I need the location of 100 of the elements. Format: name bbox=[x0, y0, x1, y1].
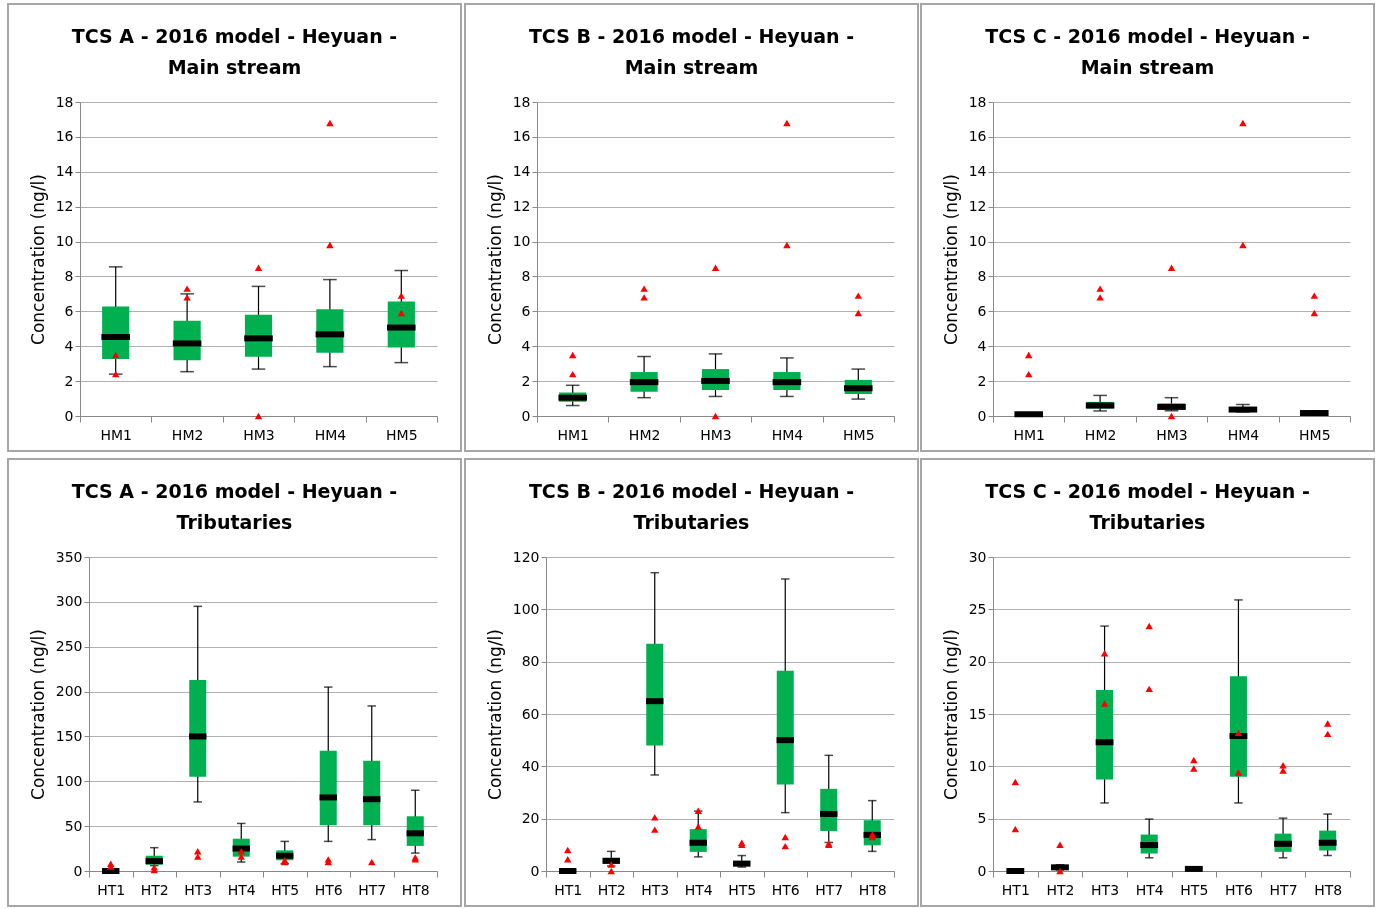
x-tick-label: HT1 bbox=[97, 881, 126, 898]
y-axis-title: Concentration (ng/l) bbox=[484, 629, 505, 800]
x-tick-label: HM1 bbox=[557, 426, 589, 443]
x-tick-label: HT7 bbox=[358, 881, 387, 898]
y-tick-label: 0 bbox=[977, 862, 987, 879]
x-tick-label: HM5 bbox=[1299, 426, 1331, 443]
y-tick-label: 5 bbox=[977, 810, 987, 827]
y-tick-label: 14 bbox=[968, 163, 987, 180]
y-tick-label: 8 bbox=[977, 267, 987, 284]
x-tick-label: HT5 bbox=[1180, 881, 1209, 898]
y-axis-title: Concentration (ng/l) bbox=[27, 174, 48, 345]
y-tick-label: 10 bbox=[55, 233, 74, 250]
y-tick-label: 8 bbox=[521, 267, 531, 284]
y-tick-label: 16 bbox=[968, 128, 987, 145]
x-tick-label: HM1 bbox=[100, 426, 132, 443]
x-tick-label: HT2 bbox=[597, 881, 626, 898]
y-tick-label: 120 bbox=[512, 548, 540, 565]
x-tick-label: HT4 bbox=[1135, 881, 1164, 898]
x-tick-label: HT8 bbox=[401, 881, 430, 898]
y-tick-label: 25 bbox=[968, 600, 987, 617]
y-tick-label: 2 bbox=[521, 372, 531, 389]
chart-title: TCS A - 2016 model - Heyuan - Main stream bbox=[70, 24, 399, 80]
y-tick-label: 10 bbox=[968, 757, 987, 774]
y-tick-label: 10 bbox=[968, 233, 987, 250]
y-tick-label: 18 bbox=[55, 93, 74, 110]
x-tick-label: HT1 bbox=[554, 881, 583, 898]
y-tick-label: 6 bbox=[521, 302, 531, 319]
y-tick-label: 16 bbox=[55, 128, 74, 145]
x-tick-label: HT2 bbox=[1046, 881, 1075, 898]
x-tick-label: HT8 bbox=[1314, 881, 1343, 898]
x-tick-label: HM2 bbox=[628, 426, 661, 443]
y-axis-title: Concentration (ng/l) bbox=[484, 174, 505, 345]
x-tick-label: HT3 bbox=[641, 881, 670, 898]
y-tick-label: 8 bbox=[64, 267, 74, 284]
x-tick-label: HT8 bbox=[858, 881, 887, 898]
y-tick-label: 4 bbox=[977, 337, 987, 354]
x-tick-label: HM4 bbox=[771, 426, 804, 443]
y-tick-label: 14 bbox=[55, 163, 74, 180]
chart-title: TCS C - 2016 model - Heyuan - Tributaries bbox=[984, 479, 1311, 535]
y-tick-label: 12 bbox=[55, 198, 74, 215]
y-tick-label: 100 bbox=[55, 772, 83, 789]
x-tick-label: HT3 bbox=[184, 881, 213, 898]
y-tick-label: 6 bbox=[977, 302, 987, 319]
y-tick-label: 80 bbox=[521, 653, 540, 670]
x-tick-label: HM1 bbox=[1013, 426, 1045, 443]
x-tick-label: HM3 bbox=[700, 426, 732, 443]
x-tick-label: HT5 bbox=[728, 881, 757, 898]
y-tick-label: 20 bbox=[968, 653, 987, 670]
y-tick-label: 350 bbox=[55, 548, 83, 565]
y-tick-label: 300 bbox=[55, 593, 83, 610]
y-tick-label: 10 bbox=[512, 233, 531, 250]
x-tick-label: HT4 bbox=[684, 881, 713, 898]
x-tick-label: HT1 bbox=[1001, 881, 1030, 898]
y-tick-label: 100 bbox=[512, 600, 540, 617]
x-tick-label: HT6 bbox=[771, 881, 800, 898]
x-tick-label: HT6 bbox=[1224, 881, 1254, 898]
x-tick-label: HM5 bbox=[386, 426, 418, 443]
x-tick-label: HM5 bbox=[843, 426, 875, 443]
y-tick-label: 18 bbox=[512, 93, 531, 110]
x-tick-label: HT4 bbox=[227, 881, 256, 898]
x-tick-label: HT7 bbox=[1269, 881, 1298, 898]
y-tick-label: 2 bbox=[977, 372, 987, 389]
x-tick-label: HT3 bbox=[1091, 881, 1120, 898]
y-tick-label: 12 bbox=[968, 198, 987, 215]
x-tick-label: HT6 bbox=[314, 881, 343, 898]
y-tick-label: 4 bbox=[521, 337, 531, 354]
y-tick-label: 50 bbox=[64, 817, 83, 834]
y-tick-label: 15 bbox=[968, 705, 987, 722]
x-tick-label: HM4 bbox=[314, 426, 347, 443]
x-tick-label: HM3 bbox=[1156, 426, 1188, 443]
chart-title: TCS B - 2016 model - Heyuan - Tributaries bbox=[527, 479, 856, 535]
y-axis-title: Concentration (ng/l) bbox=[940, 629, 961, 800]
y-tick-label: 0 bbox=[977, 407, 987, 424]
y-tick-label: 200 bbox=[55, 683, 83, 700]
y-tick-label: 0 bbox=[530, 862, 540, 879]
chart-title: TCS B - 2016 model - Heyuan - Main stream bbox=[527, 24, 856, 80]
y-tick-label: 0 bbox=[521, 407, 531, 424]
y-tick-label: 0 bbox=[73, 862, 83, 879]
x-tick-label: HM2 bbox=[1084, 426, 1117, 443]
y-tick-label: 250 bbox=[55, 638, 83, 655]
x-tick-label: HM4 bbox=[1227, 426, 1260, 443]
y-tick-label: 40 bbox=[521, 757, 540, 774]
x-tick-label: HM3 bbox=[243, 426, 275, 443]
y-tick-label: 6 bbox=[64, 302, 74, 319]
y-axis-title: Concentration (ng/l) bbox=[940, 174, 961, 345]
y-tick-label: 2 bbox=[64, 372, 74, 389]
y-tick-label: 20 bbox=[521, 810, 540, 827]
x-tick-label: HT5 bbox=[271, 881, 300, 898]
x-tick-label: HM2 bbox=[171, 426, 204, 443]
y-tick-label: 14 bbox=[512, 163, 531, 180]
x-tick-label: HT2 bbox=[140, 881, 169, 898]
y-tick-label: 30 bbox=[968, 548, 987, 565]
y-tick-label: 4 bbox=[64, 337, 74, 354]
y-tick-label: 0 bbox=[64, 407, 74, 424]
y-tick-label: 18 bbox=[968, 93, 987, 110]
y-axis-title: Concentration (ng/l) bbox=[27, 629, 48, 800]
x-tick-label: HT7 bbox=[815, 881, 844, 898]
y-tick-label: 150 bbox=[55, 727, 83, 744]
y-tick-label: 60 bbox=[521, 705, 540, 722]
y-tick-label: 16 bbox=[512, 128, 531, 145]
